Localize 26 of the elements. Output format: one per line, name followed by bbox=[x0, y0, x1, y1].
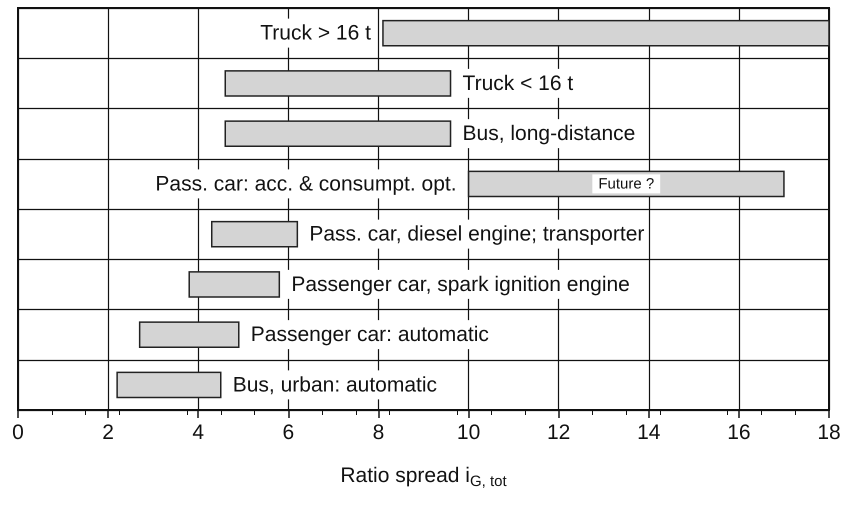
x-tick-label: 8 bbox=[372, 421, 384, 444]
y-tick-label: Passenger car, spark ignition engine bbox=[291, 272, 630, 296]
x-tick-label: 10 bbox=[456, 421, 480, 444]
bar bbox=[188, 271, 280, 298]
bar bbox=[382, 20, 830, 46]
bar bbox=[116, 372, 222, 398]
y-tick-label: Truck > 16 t bbox=[260, 22, 372, 45]
bar bbox=[138, 321, 240, 348]
bar bbox=[224, 70, 452, 97]
x-tick-label: 4 bbox=[192, 421, 204, 444]
y-tick-label: Bus, urban: automatic bbox=[232, 373, 438, 396]
x-tick-label: 16 bbox=[727, 421, 751, 444]
annotation: Future ? bbox=[598, 175, 654, 192]
y-tick-label: Truck < 16 t bbox=[462, 72, 574, 95]
x-tick-label: 0 bbox=[12, 421, 24, 444]
y-tick-label: Pass. car: acc. & consumpt. opt. bbox=[155, 172, 457, 196]
y-tick-label: Passenger car: automatic bbox=[250, 323, 489, 346]
y-tick-label: Bus, long-distance bbox=[462, 122, 636, 146]
x-tick-label: 6 bbox=[282, 421, 294, 444]
x-tick-label: 14 bbox=[637, 421, 661, 444]
x-tick-label: 18 bbox=[817, 421, 841, 444]
x-tick-label: 12 bbox=[546, 421, 570, 444]
x-tick-label: 2 bbox=[102, 421, 114, 444]
bar bbox=[224, 120, 452, 147]
bar bbox=[210, 220, 298, 248]
y-tick-label: Pass. car, diesel engine; transporter bbox=[309, 222, 644, 246]
